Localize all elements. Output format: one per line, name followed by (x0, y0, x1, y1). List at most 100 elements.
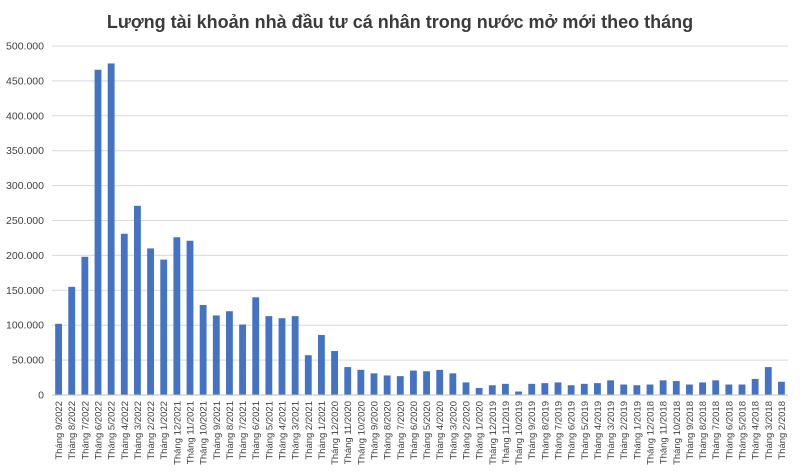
x-tick-label: Tháng 9/2021 (212, 401, 223, 460)
bar (239, 324, 246, 395)
bar (318, 334, 325, 395)
bar (160, 259, 168, 395)
x-tick-label: Tháng 5/2019 (580, 401, 591, 460)
x-tick-label: Tháng 12/2021 (172, 401, 183, 465)
bar (199, 304, 207, 395)
bar (212, 315, 220, 395)
bar (278, 318, 286, 395)
x-tick-label: Tháng 7/2019 (554, 401, 565, 460)
bar (410, 370, 417, 395)
bar (291, 316, 299, 395)
bar (725, 384, 733, 395)
bar (646, 384, 654, 395)
x-tick-label: Tháng 8/2021 (225, 401, 236, 460)
bar (620, 384, 628, 395)
y-tick-label: 400.000 (6, 110, 44, 122)
y-axis-ticks: 0 50.000 100.000 150.000 200.000 250.000 300.0… (6, 41, 44, 402)
bar (94, 69, 102, 396)
bar (120, 233, 128, 395)
bar (383, 375, 391, 395)
x-tick-label: Tháng 5/2022 (107, 401, 118, 460)
bar (304, 355, 312, 395)
y-tick-label: 100.000 (6, 320, 44, 332)
bar (462, 382, 470, 395)
x-tick-label: Tháng 5/2020 (422, 401, 433, 460)
x-tick-label: Tháng 6/2019 (567, 401, 578, 460)
x-tick-label: Tháng 11/2020 (343, 401, 354, 464)
x-tick-label: Tháng 3/2020 (448, 401, 459, 460)
bars (55, 63, 785, 396)
bar (778, 381, 785, 395)
x-tick-label: Tháng 2/2019 (619, 401, 630, 460)
bar (686, 384, 693, 395)
x-tick-label: Tháng 2/2018 (777, 401, 788, 460)
bar (147, 248, 154, 395)
chart-title: Lượng tài khoản nhà đầu tư cá nhân trong… (107, 12, 693, 32)
bar (633, 385, 641, 395)
x-tick-label: Tháng 11/2021 (186, 401, 197, 464)
bar (580, 383, 588, 395)
x-tick-label: Tháng 11/2019 (501, 401, 512, 464)
bar (488, 385, 496, 395)
y-tick-label: 50.000 (12, 355, 44, 367)
x-tick-label: Tháng 4/2018 (751, 401, 762, 460)
bar (554, 382, 562, 395)
x-tick-label: Tháng 3/2022 (133, 401, 144, 460)
bar (528, 383, 536, 395)
x-tick-label: Tháng 2/2022 (146, 401, 157, 460)
bar (344, 367, 352, 395)
bar (672, 381, 680, 395)
bar (449, 373, 457, 395)
x-tick-label: Tháng 3/2018 (764, 401, 775, 460)
x-tick-label: Tháng 7/2020 (396, 401, 407, 460)
bar (81, 256, 89, 395)
bar (764, 367, 772, 395)
bar (607, 380, 614, 395)
x-tick-label: Tháng 10/2018 (672, 401, 683, 465)
bar (357, 369, 365, 395)
bar (423, 371, 430, 395)
y-tick-label: 450.000 (6, 75, 44, 87)
bar (55, 323, 62, 395)
x-tick-label: Tháng 8/2019 (540, 401, 551, 460)
bar (712, 380, 720, 395)
bar (567, 385, 575, 395)
x-tick-label: Tháng 10/2020 (356, 401, 367, 465)
x-tick-label: Tháng 4/2022 (120, 401, 131, 460)
x-tick-label: Tháng 9/2018 (685, 401, 696, 460)
x-tick-label: Tháng 8/2020 (383, 401, 394, 460)
x-tick-label: Tháng 7/2018 (711, 401, 722, 460)
bar (515, 391, 522, 395)
x-tick-label: Tháng 3/2021 (291, 401, 302, 460)
x-tick-label: Tháng 10/2021 (199, 401, 210, 465)
bar (436, 369, 444, 395)
x-tick-label: Tháng 4/2021 (278, 401, 289, 460)
x-tick-label: Tháng 4/2020 (435, 401, 446, 460)
x-tick-label: Tháng 10/2019 (514, 401, 525, 465)
bar (68, 286, 76, 395)
bar (265, 316, 273, 395)
y-tick-label: 0 (38, 390, 44, 402)
x-tick-label: Tháng 2/2021 (304, 401, 315, 460)
x-tick-label: Tháng 8/2018 (698, 401, 709, 460)
x-tick-label: Tháng 6/2020 (409, 401, 420, 460)
x-tick-label: Tháng 12/2018 (646, 401, 657, 465)
x-tick-label: Tháng 12/2019 (488, 401, 499, 465)
bar (699, 382, 706, 395)
bar (475, 388, 483, 395)
x-tick-label: Tháng 6/2021 (251, 401, 262, 460)
y-tick-label: 300.000 (6, 180, 44, 192)
x-tick-label: Tháng 11/2018 (659, 401, 670, 464)
x-tick-label: Tháng 2/2020 (462, 401, 473, 460)
x-tick-label: Tháng 6/2022 (94, 401, 105, 460)
bar (751, 378, 759, 395)
bar (502, 383, 509, 395)
bar (370, 373, 378, 395)
x-tick-label: Tháng 1/2022 (159, 401, 170, 460)
bar (594, 383, 601, 395)
x-tick-label: Tháng 7/2021 (238, 401, 249, 460)
bar (226, 311, 233, 395)
bar (107, 63, 115, 395)
y-tick-label: 250.000 (6, 215, 44, 227)
